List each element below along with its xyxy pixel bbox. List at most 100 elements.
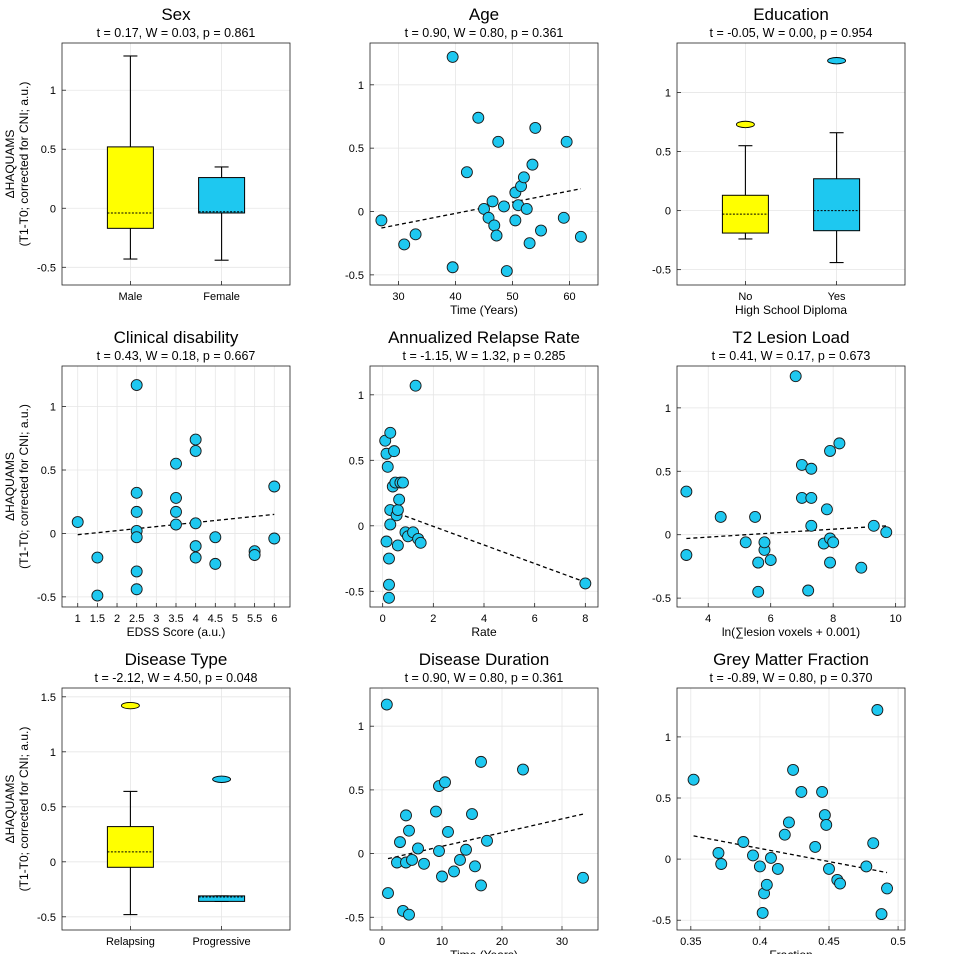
data-point: [403, 908, 415, 921]
regression-line: [384, 508, 586, 583]
x-axis-label: High School Diploma: [735, 303, 847, 317]
data-point: [472, 111, 485, 124]
data-point: [430, 805, 442, 818]
data-point: [398, 238, 411, 251]
data-point: [442, 825, 454, 838]
x-tick-label: 40: [449, 291, 461, 303]
data-point: [433, 845, 445, 857]
data-point: [712, 847, 725, 859]
category-label: Male: [118, 291, 142, 303]
data-point: [268, 480, 281, 493]
data-point: [396, 476, 409, 489]
axes-frame: [676, 365, 906, 608]
data-point: [490, 229, 503, 242]
x-tick-label: 4: [193, 613, 199, 625]
x-tick-label: 4: [705, 613, 711, 625]
data-point: [875, 908, 888, 921]
x-axis-label: EDSS Score (a.u.): [127, 625, 226, 639]
data-point: [820, 503, 833, 516]
x-tick-label: 2.5: [129, 613, 144, 625]
panel-title: Disease Duration: [419, 650, 549, 669]
data-point: [414, 536, 427, 549]
y-tick-label: 0.5: [41, 144, 56, 156]
x-tick-label: 8: [830, 613, 836, 625]
data-point: [782, 816, 795, 829]
y-tick-label: 0: [358, 521, 364, 533]
y-tick-label: -0.5: [652, 915, 671, 927]
data-point: [406, 853, 418, 866]
y-tick-label: -0.5: [345, 912, 364, 924]
x-tick-label: 3.5: [168, 613, 183, 625]
data-point: [394, 836, 406, 849]
data-point: [855, 561, 868, 574]
x-tick-label: 6: [768, 613, 774, 625]
data-point: [805, 519, 818, 532]
data-point: [820, 818, 833, 831]
data-point: [753, 860, 766, 873]
axes-frame: [369, 687, 599, 931]
data-point: [714, 510, 727, 523]
data-point: [381, 460, 394, 473]
data-point: [834, 877, 847, 890]
axes-frame: [61, 687, 291, 931]
data-point: [375, 214, 388, 227]
x-tick-label: 0: [380, 613, 386, 625]
panel-title: T2 Lesion Load: [732, 328, 849, 347]
data-point: [91, 551, 104, 564]
data-point: [867, 519, 880, 532]
data-point: [130, 486, 143, 499]
data-point: [765, 851, 777, 864]
x-axis-label: Time (Years): [450, 948, 518, 954]
panel-stats: t = 0.41, W = 0.17, p = 0.673: [712, 349, 871, 363]
data-point: [189, 517, 202, 530]
data-point: [130, 565, 143, 578]
data-point: [382, 887, 394, 900]
data-point: [189, 445, 202, 457]
y-tick-label: 0: [50, 203, 56, 215]
data-point: [248, 549, 261, 561]
data-point: [403, 824, 415, 837]
data-point: [867, 837, 880, 850]
data-point: [687, 773, 700, 786]
box-iqr: [813, 178, 861, 232]
panel-title: Grey Matter Fraction: [713, 650, 869, 669]
axes-frame: [676, 42, 906, 286]
panel-1: -0.5 0 0.5 1 Male Female Sex t = 0.17, W = 0.03…: [3, 5, 291, 303]
panel-2: -0.5 0 0.5 1 30 40 50 60 Age t = 0.90, W = 0.80, …: [345, 5, 599, 317]
data-point: [823, 862, 835, 875]
data-point: [824, 445, 836, 457]
x-tick-label: 5: [232, 613, 238, 625]
data-point: [526, 158, 539, 171]
y-tick-label: 0: [665, 854, 671, 866]
axes-frame: [676, 687, 906, 931]
data-point: [488, 219, 501, 232]
data-point: [130, 505, 143, 518]
y-tick-label: 1: [50, 402, 56, 414]
category-label: Progressive: [193, 936, 251, 948]
panel-stats: t = 0.90, W = 0.80, p = 0.361: [405, 671, 564, 685]
data-point: [764, 554, 777, 567]
x-tick-label: 0.4: [752, 936, 767, 948]
x-tick-label: 0.35: [680, 936, 701, 948]
x-tick-label: 6: [271, 613, 277, 625]
data-point: [758, 536, 771, 549]
data-point: [91, 589, 104, 602]
y-axis-label: ΔHAQUAMS: [3, 452, 17, 521]
data-point: [771, 862, 784, 875]
y-tick-label: 0: [50, 528, 56, 540]
data-point: [486, 195, 499, 208]
y-tick-label: 0.5: [41, 465, 56, 477]
y-tick-label: 0: [665, 530, 671, 542]
data-point: [71, 516, 84, 528]
y-axis-label-sub: (T1-T0; corrected for CNI; a.u.): [17, 404, 31, 569]
data-point: [446, 50, 459, 63]
y-tick-label: -0.5: [37, 912, 56, 924]
data-point: [535, 224, 547, 237]
x-tick-label: 10: [436, 936, 448, 948]
y-tick-label: 0.5: [41, 802, 56, 814]
y-tick-label: 1: [50, 85, 56, 97]
x-axis-label: Rate: [471, 625, 497, 639]
data-point: [383, 578, 395, 591]
